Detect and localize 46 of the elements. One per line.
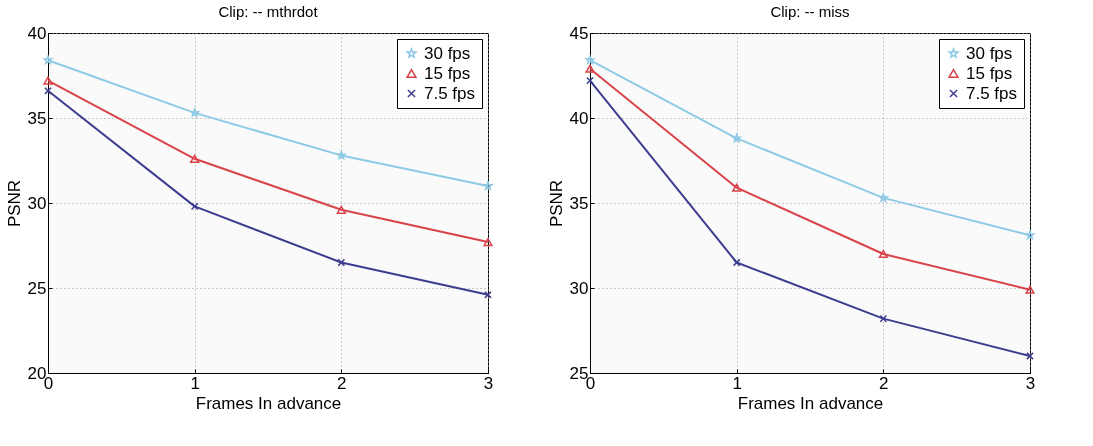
point: [585, 55, 595, 65]
y-tick-label: 35: [27, 108, 47, 128]
point: [190, 154, 200, 163]
point: [190, 202, 199, 211]
point: [337, 258, 346, 267]
x-tick-label: 3: [1025, 373, 1036, 393]
y-tick-label: 35: [569, 193, 589, 213]
y-tick-label: 30: [27, 193, 47, 213]
legend-label: 30 fps: [966, 43, 1013, 63]
x-tick-label: 3: [483, 373, 494, 393]
legend-label: 15 fps: [424, 63, 471, 83]
point: [585, 64, 595, 73]
chart-title: Clip: -- mthrdot: [218, 3, 319, 20]
point: [732, 258, 741, 267]
chart-title: Clip: -- miss: [770, 3, 850, 20]
point: [1026, 352, 1034, 360]
y-tick-label: 25: [27, 278, 47, 298]
point: [336, 205, 346, 214]
y-tick-label: 40: [569, 108, 589, 128]
x-tick-label: 1: [732, 373, 742, 393]
point: [43, 76, 53, 85]
y-axis-title: PSNR: [546, 179, 566, 228]
legend-label: 30 fps: [424, 43, 471, 63]
x-tick-label: 1: [190, 373, 200, 393]
point: [878, 193, 888, 202]
y-tick-label: 30: [569, 278, 589, 298]
legend-label: 7.5 fps: [424, 83, 476, 103]
point: [1025, 285, 1035, 294]
point: [483, 181, 493, 190]
x-tick-label: 2: [337, 373, 347, 393]
point: [732, 133, 742, 143]
point: [43, 55, 53, 65]
y-axis-title: PSNR: [4, 179, 24, 228]
point: [732, 183, 742, 192]
y-tick-label: 40: [27, 23, 47, 43]
legend-label: 7.5 fps: [966, 83, 1018, 103]
point: [336, 150, 346, 160]
x-axis-title: Frames In advance: [195, 393, 342, 413]
x-axis-title: Frames In advance: [737, 393, 884, 413]
x-tick-label: 2: [879, 373, 889, 393]
y-tick-label: 45: [569, 23, 589, 43]
point: [483, 238, 493, 247]
point: [1025, 230, 1035, 240]
legend-label: 15 fps: [966, 63, 1013, 83]
point: [878, 249, 888, 259]
point: [190, 108, 200, 117]
